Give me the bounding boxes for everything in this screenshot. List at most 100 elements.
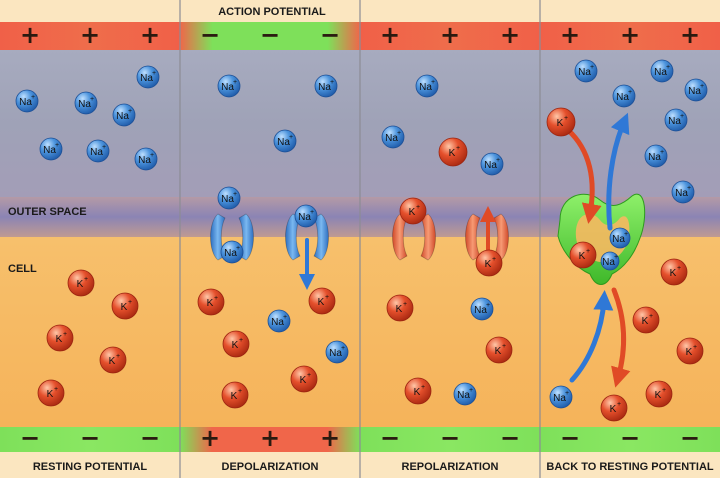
ion-symbol: Na xyxy=(654,67,667,78)
channel-half xyxy=(313,213,329,261)
ion-charge: + xyxy=(677,265,681,272)
ion-symbol: Na xyxy=(221,194,234,205)
sodium-ion: Na + xyxy=(612,84,636,108)
ion-symbol: Na xyxy=(116,111,129,122)
charge-sign: + xyxy=(500,21,520,49)
ion-charge: + xyxy=(660,149,664,156)
ion-charge: + xyxy=(662,387,666,394)
ion-body xyxy=(574,59,598,83)
ion-body xyxy=(37,379,65,407)
ion-charge: + xyxy=(330,79,334,86)
ion-charge: + xyxy=(586,248,590,255)
bottom-charge-band xyxy=(540,427,720,452)
charge-sign: − xyxy=(440,424,460,452)
ion-body xyxy=(404,377,432,405)
ion-body xyxy=(314,74,338,98)
ion-body xyxy=(475,249,503,277)
ion-symbol: K xyxy=(318,297,325,308)
sodium-ion: Na + xyxy=(470,297,494,321)
ion-charge: + xyxy=(628,89,632,96)
panel-caption: REPOLARIZATION xyxy=(402,461,499,473)
charge-sign: + xyxy=(140,21,160,49)
ion-symbol: K xyxy=(414,387,421,398)
potassium-ion: K + xyxy=(569,241,597,269)
ion-charge: + xyxy=(456,145,460,152)
ion-charge: + xyxy=(54,386,58,393)
ion-symbol: Na xyxy=(457,390,470,401)
ion-body xyxy=(222,330,250,358)
ion-symbol: Na xyxy=(668,116,681,127)
ion-body xyxy=(485,336,513,364)
flow-arrow xyxy=(569,290,614,383)
flow-arrow xyxy=(606,112,630,231)
sodium-ion: Na + xyxy=(644,144,668,168)
potassium-ion: K + xyxy=(438,137,468,167)
ion-charge: + xyxy=(150,152,154,159)
ion-symbol: K xyxy=(207,298,214,309)
ion-charge: + xyxy=(233,191,237,198)
potassium-ion: K + xyxy=(37,379,65,407)
ion-body xyxy=(549,385,573,409)
potassium-ion: K + xyxy=(99,346,127,374)
sodium-ion: Na + xyxy=(574,59,598,83)
charge-sign: + xyxy=(440,21,460,49)
panel-caption: DEPOLARIZATION xyxy=(222,461,319,473)
sodium-ion: Na + xyxy=(217,186,241,210)
ion-charge: + xyxy=(693,344,697,351)
ion-body xyxy=(220,240,244,264)
charge-sign: + xyxy=(200,424,220,452)
ion-charge: + xyxy=(238,388,242,395)
ion-body xyxy=(217,186,241,210)
ion-symbol: Na xyxy=(385,133,398,144)
charge-sign: + xyxy=(20,21,40,49)
ion-body xyxy=(453,382,477,406)
top-charge-band xyxy=(180,22,360,50)
bottom-charge-band xyxy=(0,427,180,452)
ion-body xyxy=(644,144,668,168)
flow-arrow xyxy=(611,287,631,388)
ion-symbol: K xyxy=(409,207,416,218)
potassium-channel xyxy=(465,213,509,261)
sodium-ion: Na + xyxy=(381,125,405,149)
ion-symbol: Na xyxy=(419,82,432,93)
ion-charge: + xyxy=(63,331,67,338)
ion-symbol: Na xyxy=(78,99,91,110)
ion-body xyxy=(290,365,318,393)
ion-charge: + xyxy=(236,245,240,252)
ion-charge: + xyxy=(116,353,120,360)
sodium-ion: Na + xyxy=(600,251,620,271)
sodium-ion: Na + xyxy=(684,78,708,102)
top-charge-band xyxy=(360,22,540,50)
ion-body xyxy=(221,381,249,409)
channel-half xyxy=(420,213,436,261)
outer-space-label: OUTER SPACE xyxy=(8,206,87,218)
ion-body xyxy=(399,197,427,225)
charge-sign: + xyxy=(680,21,700,49)
ion-symbol: Na xyxy=(43,145,56,156)
ion-body xyxy=(632,306,660,334)
potassium-ion: K + xyxy=(485,336,513,364)
ion-symbol: Na xyxy=(138,155,151,166)
ion-charge: + xyxy=(624,231,628,238)
potassium-ion: K + xyxy=(399,197,427,225)
ion-symbol: K xyxy=(47,389,54,400)
sodium-ion: Na + xyxy=(453,382,477,406)
potassium-ion: K + xyxy=(645,380,673,408)
sodium-ion: Na + xyxy=(314,74,338,98)
sodium-ion: Na + xyxy=(15,89,39,113)
potassium-ion: K + xyxy=(67,269,95,297)
ion-body xyxy=(600,394,628,422)
ion-symbol: K xyxy=(495,346,502,357)
ion-charge: + xyxy=(283,314,287,321)
ion-charge: + xyxy=(687,185,691,192)
top-charge-band xyxy=(0,22,180,50)
ion-charge: + xyxy=(403,301,407,308)
ion-body xyxy=(671,180,695,204)
charge-sign: + xyxy=(320,424,340,452)
ion-charge: + xyxy=(90,96,94,103)
sodium-ion: Na + xyxy=(86,139,110,163)
ion-body xyxy=(99,346,127,374)
charge-sign: − xyxy=(260,21,280,49)
ion-body xyxy=(645,380,673,408)
ion-body xyxy=(112,103,136,127)
